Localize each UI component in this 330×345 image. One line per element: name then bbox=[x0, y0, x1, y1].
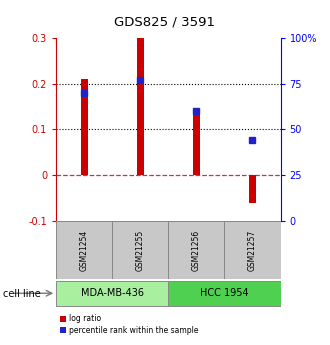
Bar bbox=[168, 221, 224, 279]
Bar bbox=[249, 175, 256, 203]
Bar bbox=[137, 38, 144, 175]
Bar bbox=[112, 221, 168, 279]
Text: HCC 1954: HCC 1954 bbox=[200, 288, 249, 298]
Text: GSM21255: GSM21255 bbox=[136, 229, 145, 271]
Text: GDS825 / 3591: GDS825 / 3591 bbox=[115, 16, 215, 29]
Text: MDA-MB-436: MDA-MB-436 bbox=[81, 288, 144, 298]
Text: GSM21257: GSM21257 bbox=[248, 229, 257, 271]
Bar bbox=[56, 281, 168, 306]
Text: GSM21254: GSM21254 bbox=[80, 229, 89, 271]
Text: cell line: cell line bbox=[3, 289, 41, 299]
Legend: log ratio, percentile rank within the sample: log ratio, percentile rank within the sa… bbox=[60, 314, 199, 335]
Text: GSM21256: GSM21256 bbox=[192, 229, 201, 271]
Bar bbox=[81, 79, 87, 175]
Bar bbox=[224, 221, 280, 279]
Bar bbox=[56, 221, 112, 279]
Bar bbox=[168, 281, 280, 306]
Bar bbox=[193, 111, 200, 175]
